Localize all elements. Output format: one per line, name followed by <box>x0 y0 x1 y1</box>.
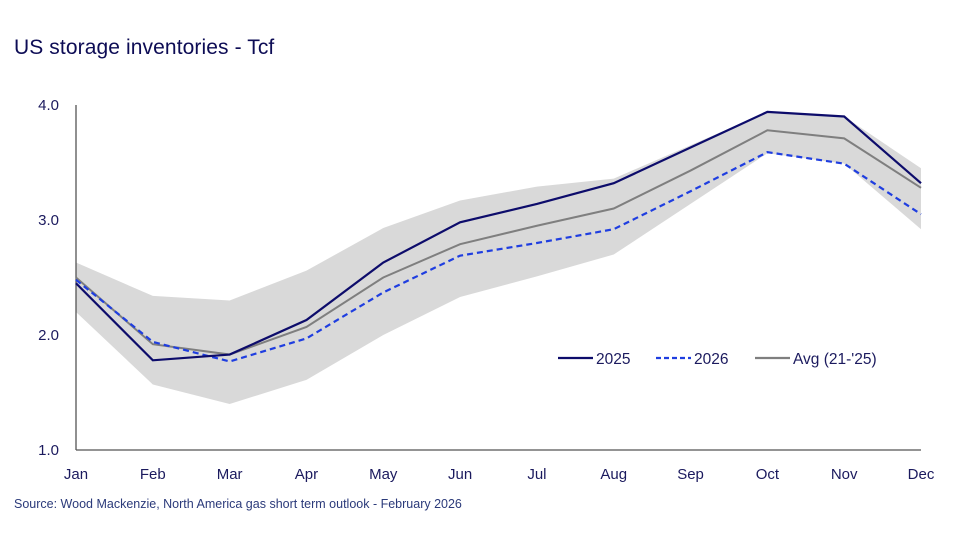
legend-label-2026: 2026 <box>694 351 728 368</box>
y-tick-label: 4.0 <box>38 97 59 114</box>
x-tick-label: Apr <box>295 466 318 483</box>
chart-title: US storage inventories - Tcf <box>14 36 275 59</box>
legend-label-2025: 2025 <box>596 351 630 368</box>
series-line-2026 <box>75 151 922 363</box>
x-tick-label: Nov <box>831 466 858 483</box>
x-tick-labels: Jan Feb Mar Apr May Jun Jul Aug Sep Oct Nov Dec <box>64 466 935 483</box>
x-tick-label: Jul <box>527 466 546 483</box>
x-tick-label: Oct <box>756 466 780 483</box>
range-band <box>76 111 921 405</box>
source-note: Source: Wood Mackenzie, North America ga… <box>14 497 462 511</box>
x-tick-label: Mar <box>217 466 243 483</box>
x-tick-label: Dec <box>908 466 935 483</box>
x-tick-label: Aug <box>600 466 627 483</box>
y-tick-label: 1.0 <box>38 442 59 459</box>
y-tick-labels: 1.0 2.0 3.0 4.0 <box>38 97 59 459</box>
x-tick-label: Sep <box>677 466 704 483</box>
x-tick-label: Jan <box>64 466 88 483</box>
x-tick-label: Feb <box>140 466 166 483</box>
x-tick-label: Jun <box>448 466 472 483</box>
y-tick-label: 2.0 <box>38 327 59 344</box>
series-line-avg-21-25 <box>75 129 922 356</box>
series-layer <box>75 110 922 363</box>
series-line-2025 <box>75 110 922 362</box>
legend-label-avg-21-25: Avg (21-'25) <box>793 351 877 368</box>
x-tick-label: May <box>369 466 398 483</box>
y-tick-label: 3.0 <box>38 212 59 229</box>
legend: 2025 2026 Avg (21-'25) <box>558 351 877 368</box>
range-band-layer <box>76 111 921 405</box>
